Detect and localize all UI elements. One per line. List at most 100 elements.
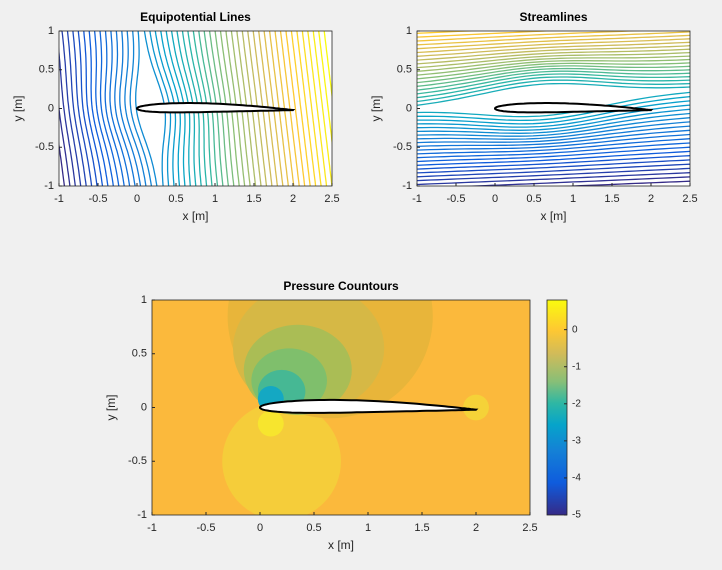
streamline (417, 67, 690, 87)
y-tick-label: 1 (406, 25, 412, 37)
equipotential-line (83, 31, 104, 186)
colorbar-tick-label: -3 (572, 436, 581, 447)
y-axis-label: y [m] (369, 96, 383, 122)
x-tick-label: -1 (54, 193, 64, 205)
streamline (417, 133, 690, 151)
equipotential-line (301, 31, 322, 186)
y-tick-label: 0 (48, 102, 54, 114)
y-tick-label: -1 (44, 180, 54, 192)
equipotential-line (285, 31, 306, 186)
colorbar (546, 299, 568, 516)
plot-content (59, 31, 332, 186)
y-tick-label: 0 (406, 102, 412, 114)
streamline (417, 76, 690, 99)
equipotential-line (109, 31, 131, 186)
x-tick-label: -1 (147, 522, 157, 534)
y-tick-label: 0.5 (39, 64, 54, 76)
streamline (417, 117, 690, 137)
y-tick-label: 1 (141, 294, 147, 306)
streamline (417, 121, 690, 140)
streamline (556, 180, 690, 186)
streamline (417, 73, 690, 95)
airfoil (135, 102, 296, 114)
x-tick-label: -0.5 (447, 193, 466, 205)
equipotential-line (318, 31, 332, 147)
streamline (417, 142, 690, 159)
y-tick-label: -0.5 (128, 455, 147, 467)
streamline (417, 45, 690, 61)
streamline (417, 138, 690, 155)
colorbar-tick-label: -5 (572, 510, 581, 521)
equipotential-line (59, 104, 71, 186)
pressure-band (463, 394, 489, 421)
equipotential-line (129, 31, 153, 186)
x-tick-label: 2.5 (324, 193, 339, 205)
equipotential-line (93, 31, 114, 186)
equipotential-line (323, 31, 332, 102)
colorbar-tick-label: -2 (572, 398, 581, 409)
x-tick-label: 2 (290, 193, 296, 205)
streamline (417, 38, 690, 54)
equipotential-line (99, 31, 120, 186)
pressure-band (257, 410, 284, 437)
x-axis-label: x [m] (541, 209, 567, 223)
y-tick-label: -0.5 (35, 141, 54, 153)
streamline (417, 100, 690, 125)
x-tick-label: 2 (473, 522, 479, 534)
equipotential-line (59, 141, 66, 186)
plot-content (152, 300, 530, 515)
streamline (417, 163, 690, 178)
streamline (417, 91, 690, 118)
equipotential-line (77, 31, 98, 186)
colorbar-tick-label: -1 (572, 361, 581, 372)
streamline (417, 108, 690, 131)
streamline (417, 31, 690, 46)
streamline (417, 95, 690, 122)
x-tick-label: 1 (365, 522, 371, 534)
streamline (417, 55, 690, 73)
streamline (417, 70, 690, 91)
x-tick-label: 1.5 (414, 522, 429, 534)
colorbar-tick-label: 0 (572, 324, 578, 335)
streamline (417, 82, 690, 106)
y-axis-label: y [m] (104, 395, 118, 421)
streamline (417, 159, 690, 174)
chart-title: Equipotential Lines (140, 10, 251, 24)
y-tick-label: 0.5 (397, 64, 412, 76)
equipotential-line (119, 31, 142, 186)
equipotential-line (312, 31, 332, 186)
y-tick-label: -1 (402, 180, 412, 192)
x-tick-label: 1.5 (246, 193, 261, 205)
y-tick-label: 0 (141, 401, 147, 413)
streamline (417, 150, 690, 166)
equipotential-line (66, 31, 87, 186)
streamline (417, 48, 690, 65)
streamline (417, 51, 690, 69)
x-tick-label: 1 (212, 193, 218, 205)
x-tick-label: 1.5 (604, 193, 619, 205)
streamline (417, 1, 690, 11)
equipotential-line (279, 31, 300, 186)
streamline (417, 146, 690, 163)
x-tick-label: 0 (257, 522, 263, 534)
streamline (417, 172, 690, 186)
x-tick-label: -0.5 (197, 522, 216, 534)
x-axis-label: x [m] (183, 209, 209, 223)
x-tick-label: -1 (412, 193, 422, 205)
streamline (417, 79, 690, 103)
streamline (417, 129, 690, 148)
x-tick-label: 0 (492, 193, 498, 205)
equipotential-line (124, 31, 147, 186)
chart-title: Pressure Countours (283, 279, 399, 293)
equipotential-line (88, 31, 109, 186)
streamline (417, 31, 646, 42)
colorbar-tick-label: -4 (572, 473, 581, 484)
x-tick-label: 0.5 (306, 522, 321, 534)
streamline (417, 34, 690, 50)
streamline (417, 112, 690, 134)
x-tick-label: 0 (134, 193, 140, 205)
x-axis-label: x [m] (328, 538, 354, 552)
streamline (417, 167, 690, 182)
equipotential-line (72, 31, 93, 186)
